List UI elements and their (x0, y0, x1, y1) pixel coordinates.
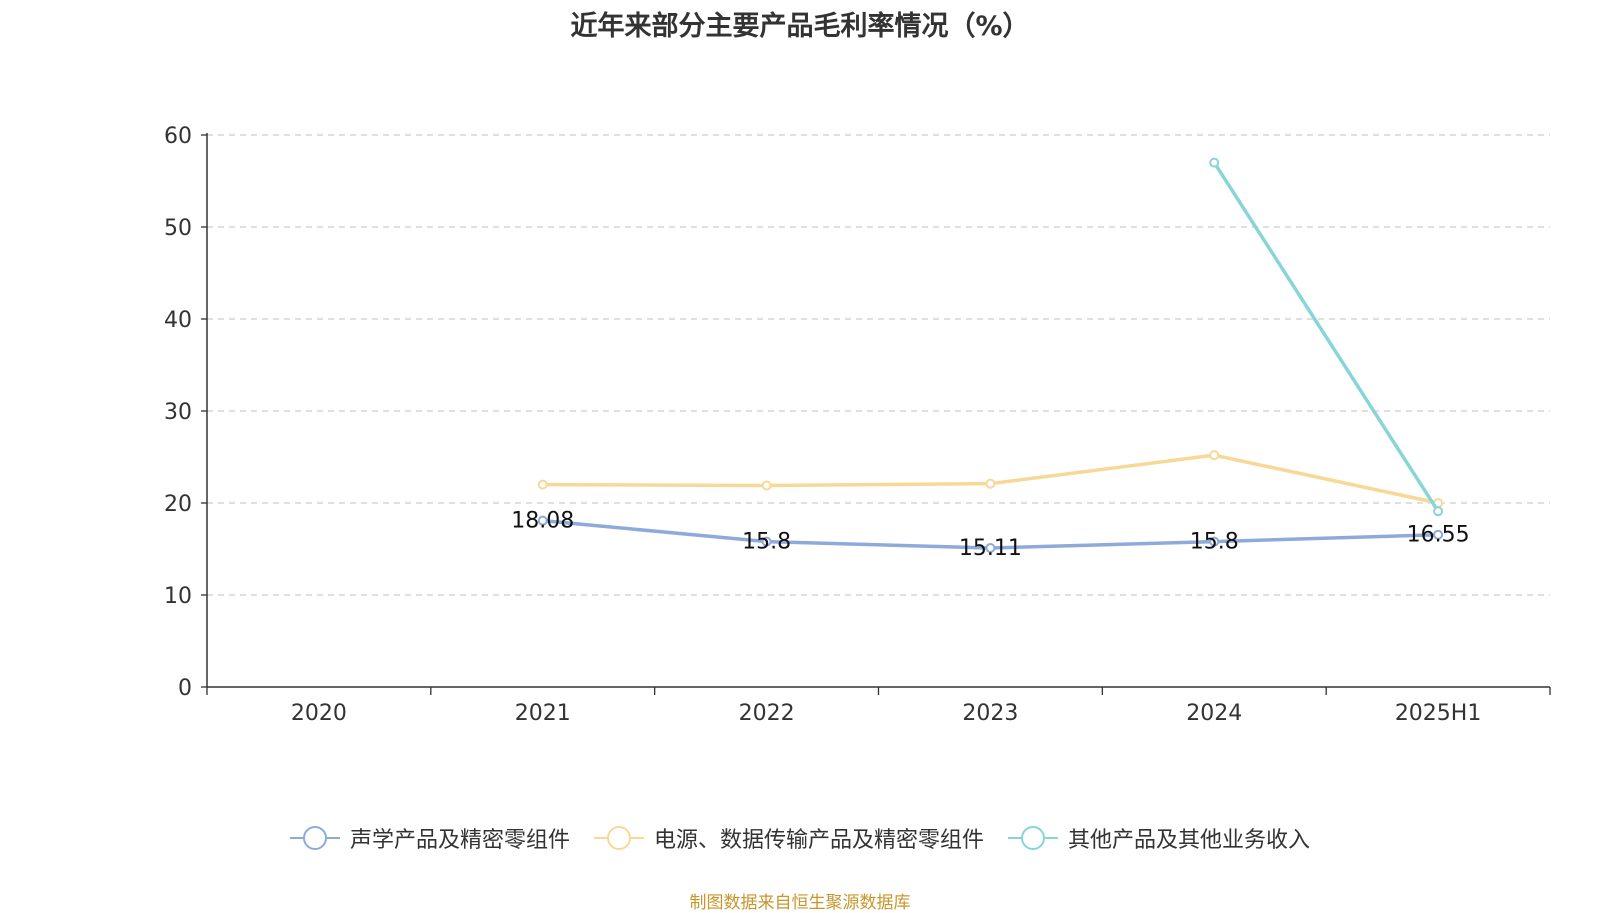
data-point-3 (1433, 506, 1444, 517)
data-point-1 (985, 542, 996, 553)
legend-item-1[interactable]: 声学产品及精密零组件 (289, 822, 570, 854)
x-tick-label: 2020 (291, 701, 347, 726)
data-point-2 (537, 479, 548, 490)
legend-swatch-icon (1008, 826, 1058, 850)
series-line-3 (1212, 161, 1440, 513)
legend-label: 其他产品及其他业务收入 (1068, 828, 1311, 853)
x-tick-label: 2022 (739, 701, 795, 726)
legend-swatch-icon (289, 826, 340, 850)
y-tick-label: 20 (164, 492, 192, 517)
data-point-2 (985, 478, 996, 489)
data-point-2 (1209, 450, 1220, 461)
data-point-1 (1209, 536, 1220, 547)
legend-swatch-circle (302, 826, 327, 850)
legend-item-3[interactable]: 其他产品及其他业务收入 (1008, 822, 1310, 854)
y-tick-label: 10 (164, 584, 192, 609)
data-label: 15.8 (1190, 530, 1239, 555)
axes: 0 10 20 30 40 50 60 2020 2021 2022 2023 2024 2025H1 (164, 124, 1551, 726)
y-tick-label: 60 (164, 124, 192, 149)
data-label: 18.08 (511, 509, 574, 534)
legend-label: 声学产品及精密零组件 (349, 828, 570, 853)
data-point-3 (1209, 157, 1220, 168)
grid-lines (207, 134, 1550, 596)
x-tick-label: 2025H1 (1395, 701, 1482, 726)
legend-label: 电源、数据传输产品及精密零组件 (653, 828, 984, 853)
legend-swatch-circle (1021, 826, 1045, 850)
legend-item-2[interactable]: 电源、数据传输产品及精密零组件 (593, 822, 984, 854)
data-point-1 (761, 536, 772, 547)
data-point-1 (537, 515, 548, 526)
x-tick-label: 2024 (1186, 701, 1242, 726)
y-tick-label: 40 (164, 308, 192, 333)
data-labels: 18.08 15.8 15.11 15.8 16.55 (511, 509, 1469, 561)
legend-swatch-icon (593, 826, 644, 850)
legend-swatch-circle (606, 826, 631, 850)
y-tick-label: 0 (178, 676, 192, 701)
x-tick-label: 2021 (515, 701, 571, 726)
chart-title: 近年来部分主要产品毛利率情况（%） (570, 11, 1030, 42)
data-point-2 (761, 480, 772, 491)
y-tick-label: 50 (164, 216, 192, 241)
x-tick-label: 2023 (962, 701, 1018, 726)
data-label: 16.55 (1407, 523, 1470, 548)
data-label: 15.8 (742, 530, 791, 555)
legend: 声学产品及精密零组件 电源、数据传输产品及精密零组件 其他产品及其他业务收入 (0, 822, 1600, 854)
data-label: 15.11 (959, 536, 1022, 561)
source-note: 制图数据来自恒生聚源数据库 (689, 893, 911, 913)
y-tick-label: 30 (164, 400, 192, 425)
data-point-1 (1433, 529, 1444, 540)
series-lines (537, 157, 1444, 553)
